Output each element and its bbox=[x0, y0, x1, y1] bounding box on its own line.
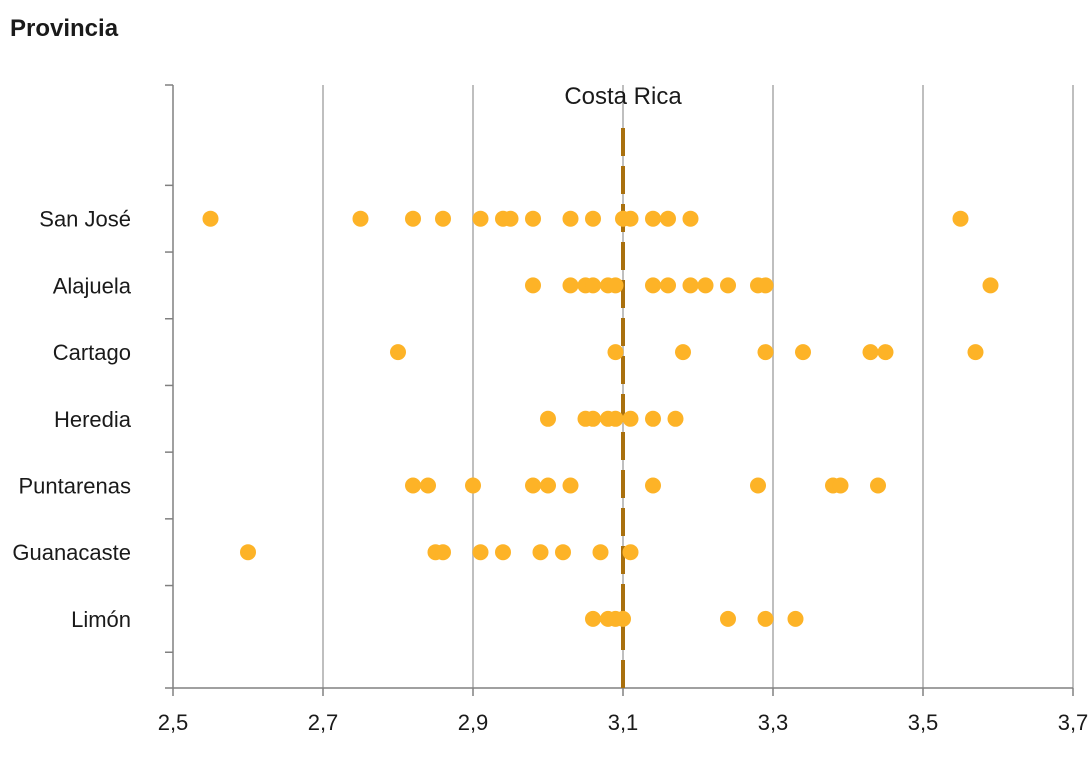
data-point bbox=[720, 610, 736, 627]
data-point bbox=[622, 544, 639, 561]
category-label: Puntarenas bbox=[18, 474, 131, 499]
data-point bbox=[405, 477, 421, 494]
data-point bbox=[525, 210, 541, 227]
data-point bbox=[585, 210, 601, 227]
data-point bbox=[540, 410, 556, 427]
axis-layer bbox=[165, 84, 1074, 696]
data-point bbox=[645, 477, 661, 494]
data-point bbox=[787, 610, 804, 627]
category-label: Heredia bbox=[54, 407, 132, 432]
data-point bbox=[352, 210, 369, 227]
data-point bbox=[607, 410, 624, 427]
data-point bbox=[982, 277, 999, 294]
category-label: Limón bbox=[71, 607, 131, 632]
data-point bbox=[240, 544, 256, 561]
data-point bbox=[472, 210, 489, 227]
data-point bbox=[675, 344, 691, 361]
data-point bbox=[750, 477, 766, 494]
reference-line-label: Costa Rica bbox=[564, 83, 682, 110]
data-point bbox=[645, 210, 661, 227]
data-point bbox=[682, 277, 699, 294]
data-point bbox=[585, 610, 601, 627]
y-axis-label: Provincia bbox=[10, 15, 119, 42]
data-point bbox=[405, 210, 421, 227]
category-label: Cartago bbox=[53, 340, 131, 365]
data-point bbox=[660, 210, 676, 227]
data-point bbox=[757, 277, 774, 294]
data-point bbox=[660, 277, 676, 294]
data-point bbox=[870, 477, 886, 494]
data-point bbox=[420, 477, 436, 494]
data-point bbox=[682, 210, 699, 227]
category-label: Guanacaste bbox=[12, 540, 131, 565]
data-point bbox=[757, 610, 774, 627]
data-point bbox=[720, 277, 736, 294]
data-point bbox=[952, 210, 969, 227]
data-point bbox=[525, 477, 541, 494]
data-point bbox=[555, 544, 571, 561]
data-point bbox=[435, 544, 451, 561]
x-tick-label: 3,1 bbox=[608, 710, 639, 735]
data-point bbox=[862, 344, 879, 361]
data-point bbox=[465, 477, 481, 494]
data-point bbox=[585, 410, 601, 427]
x-tick-label: 3,3 bbox=[758, 710, 789, 735]
x-tick-label: 2,9 bbox=[458, 710, 489, 735]
data-point bbox=[622, 210, 639, 227]
data-point bbox=[757, 344, 774, 361]
data-point bbox=[615, 610, 631, 627]
data-point bbox=[540, 477, 556, 494]
points-layer bbox=[202, 210, 999, 627]
data-point bbox=[390, 344, 406, 361]
data-point bbox=[795, 344, 811, 361]
data-point bbox=[472, 544, 489, 561]
data-point bbox=[562, 210, 579, 227]
x-tick-label: 2,7 bbox=[308, 710, 339, 735]
category-label: San José bbox=[39, 207, 131, 232]
x-tick-label: 3,7 bbox=[1058, 710, 1089, 735]
data-point bbox=[585, 277, 601, 294]
data-point bbox=[832, 477, 849, 494]
data-point bbox=[202, 210, 219, 227]
data-point bbox=[562, 277, 579, 294]
data-point bbox=[877, 344, 894, 361]
data-point bbox=[562, 477, 579, 494]
data-point bbox=[435, 210, 451, 227]
data-point bbox=[697, 277, 714, 294]
data-point bbox=[622, 410, 639, 427]
data-point bbox=[607, 344, 624, 361]
x-tick-label: 3,5 bbox=[908, 710, 939, 735]
data-point bbox=[645, 410, 661, 427]
data-point bbox=[645, 277, 661, 294]
grid-layer bbox=[322, 85, 1074, 688]
data-point bbox=[495, 544, 511, 561]
data-point bbox=[592, 544, 609, 561]
data-point bbox=[667, 410, 684, 427]
data-point bbox=[525, 277, 541, 294]
labels-layer: 2,5 2,7 2,9 3,1 3,3 3,5 3,7 San José Alajuela Car… bbox=[12, 83, 1088, 735]
data-point bbox=[967, 344, 984, 361]
data-point bbox=[502, 210, 519, 227]
data-point bbox=[532, 544, 549, 561]
data-point bbox=[607, 277, 624, 294]
category-label: Alajuela bbox=[53, 273, 132, 298]
x-tick-label: 2,5 bbox=[158, 710, 189, 735]
